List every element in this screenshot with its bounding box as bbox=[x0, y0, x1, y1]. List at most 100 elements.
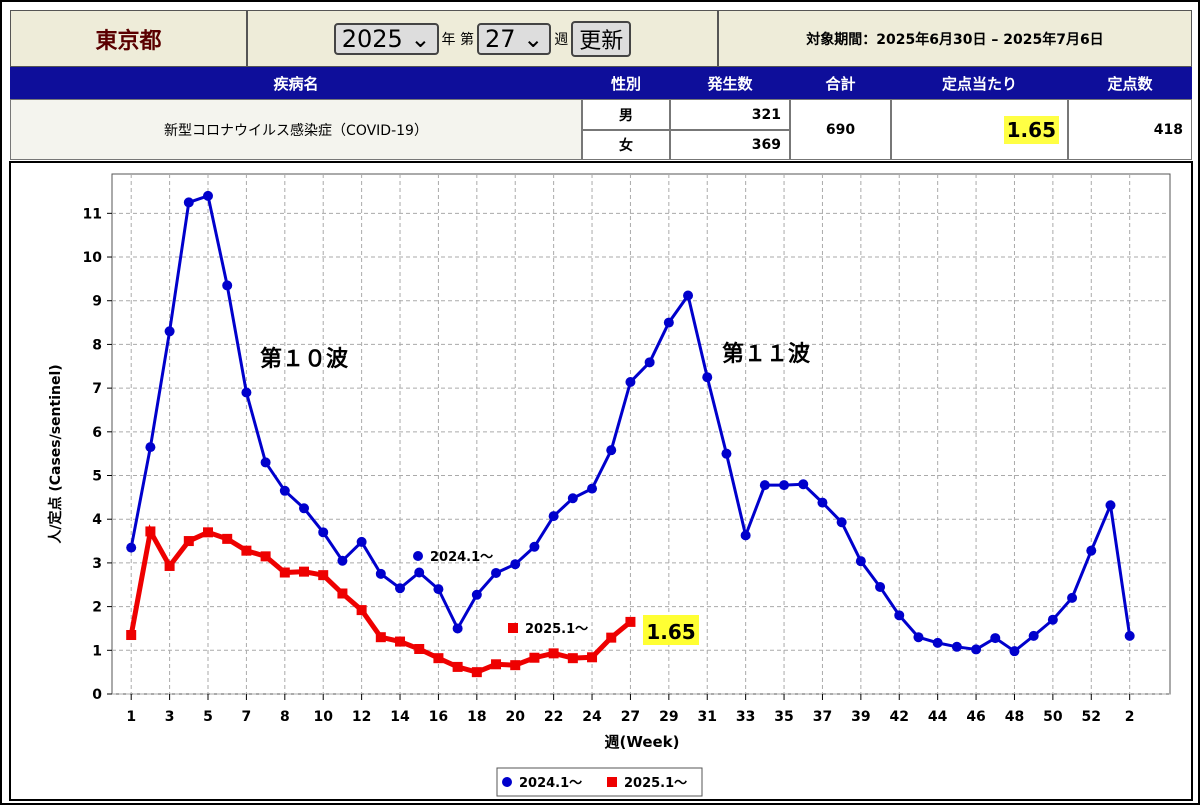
marker bbox=[932, 637, 943, 648]
marker bbox=[471, 589, 482, 600]
y-tick-label: 9 bbox=[92, 294, 102, 310]
marker bbox=[779, 480, 790, 491]
legend-marker bbox=[607, 777, 617, 787]
update-button[interactable]: 更新 bbox=[571, 20, 632, 57]
x-tick-label: 18 bbox=[467, 709, 486, 725]
count: 369 bbox=[670, 130, 790, 160]
marker bbox=[241, 545, 252, 556]
marker bbox=[145, 442, 156, 453]
legend bbox=[496, 767, 703, 797]
y-tick-label: 1 bbox=[92, 643, 102, 659]
x-tick-label: 1 bbox=[126, 709, 136, 725]
marker bbox=[740, 530, 751, 541]
marker bbox=[971, 644, 982, 655]
x-tick-label: 50 bbox=[1043, 709, 1063, 725]
series-line bbox=[129, 193, 1132, 654]
marker bbox=[356, 536, 367, 547]
marker bbox=[395, 583, 406, 594]
marker bbox=[510, 559, 521, 570]
year-select[interactable]: 2025 ⌄ bbox=[333, 22, 439, 55]
marker bbox=[1105, 500, 1116, 511]
x-tick-label: 33 bbox=[736, 709, 755, 725]
marker bbox=[836, 517, 847, 528]
marker bbox=[318, 570, 329, 581]
annotation: 第１１波 bbox=[722, 341, 811, 367]
y-tick-label: 10 bbox=[83, 250, 103, 266]
week-unit: 週 bbox=[554, 31, 569, 48]
x-tick-label: 5 bbox=[203, 709, 213, 725]
x-tick-label: 37 bbox=[813, 709, 832, 725]
chart-frame bbox=[9, 161, 1193, 801]
marker bbox=[1124, 630, 1135, 641]
x-tick-label: 42 bbox=[890, 709, 909, 725]
marker bbox=[529, 652, 540, 663]
marker bbox=[951, 641, 962, 652]
marker bbox=[510, 660, 521, 671]
marker bbox=[625, 377, 636, 387]
y-tick-label: 11 bbox=[83, 206, 102, 222]
marker bbox=[1047, 614, 1058, 625]
x-tick-label: 3 bbox=[165, 709, 175, 725]
per-sentinel-cell: 1.65 bbox=[891, 99, 1068, 160]
total: 690 bbox=[790, 99, 891, 160]
marker bbox=[587, 483, 598, 494]
marker bbox=[471, 667, 482, 678]
series-line bbox=[128, 524, 633, 675]
marker bbox=[279, 485, 290, 496]
marker bbox=[126, 542, 137, 553]
marker bbox=[721, 448, 732, 459]
marker bbox=[222, 280, 233, 291]
legend-label: 2025.1～ bbox=[624, 776, 687, 791]
marker bbox=[222, 533, 233, 544]
marker bbox=[337, 588, 348, 599]
marker bbox=[1086, 545, 1097, 556]
marker bbox=[491, 659, 502, 670]
week-select[interactable]: 27 ⌄ bbox=[476, 22, 552, 55]
y-tick-label: 0 bbox=[92, 687, 102, 703]
x-tick-label: 22 bbox=[544, 709, 563, 725]
marker bbox=[126, 630, 137, 641]
marker bbox=[452, 623, 463, 634]
column-header: 定点数 bbox=[1068, 67, 1192, 99]
marker bbox=[587, 652, 598, 663]
series-label: 2025.1～ bbox=[525, 622, 588, 637]
marker bbox=[203, 190, 214, 201]
marker bbox=[855, 556, 866, 567]
x-tick-label: 29 bbox=[659, 709, 678, 725]
marker bbox=[683, 290, 694, 301]
legend-marker bbox=[502, 777, 512, 787]
marker bbox=[356, 605, 367, 616]
marker bbox=[606, 445, 617, 456]
marker bbox=[798, 479, 809, 490]
x-tick-label: 24 bbox=[582, 709, 602, 725]
marker bbox=[414, 567, 425, 578]
sex: 男 bbox=[582, 99, 670, 130]
x-tick-label: 46 bbox=[966, 709, 985, 725]
value-label: 1.65 bbox=[646, 620, 695, 644]
x-axis-title: 週(Week) bbox=[604, 733, 679, 751]
count: 321 bbox=[670, 99, 790, 130]
marker bbox=[260, 551, 271, 562]
value-label-bg bbox=[643, 615, 699, 645]
x-tick-label: 2 bbox=[1125, 709, 1135, 725]
x-tick-label: 8 bbox=[280, 709, 290, 725]
marker bbox=[241, 387, 252, 398]
marker bbox=[375, 632, 386, 643]
marker bbox=[395, 636, 406, 647]
y-tick-label: 5 bbox=[92, 469, 102, 485]
marker bbox=[894, 610, 905, 621]
marker bbox=[299, 503, 310, 514]
period: 対象期間：2025年6月30日 – 2025年7月6日 bbox=[718, 10, 1192, 67]
column-header: 性別 bbox=[582, 67, 670, 99]
marker bbox=[913, 632, 924, 643]
marker bbox=[279, 567, 290, 578]
per-sentinel: 1.65 bbox=[1003, 115, 1059, 144]
week-prefix: 第 bbox=[459, 31, 474, 48]
marker bbox=[260, 457, 271, 468]
marker bbox=[1067, 592, 1078, 603]
y-tick-label: 7 bbox=[92, 381, 102, 397]
series-label: 2024.1～ bbox=[430, 550, 493, 565]
marker bbox=[299, 566, 310, 577]
week: 27 bbox=[484, 24, 516, 53]
marker bbox=[625, 616, 636, 627]
